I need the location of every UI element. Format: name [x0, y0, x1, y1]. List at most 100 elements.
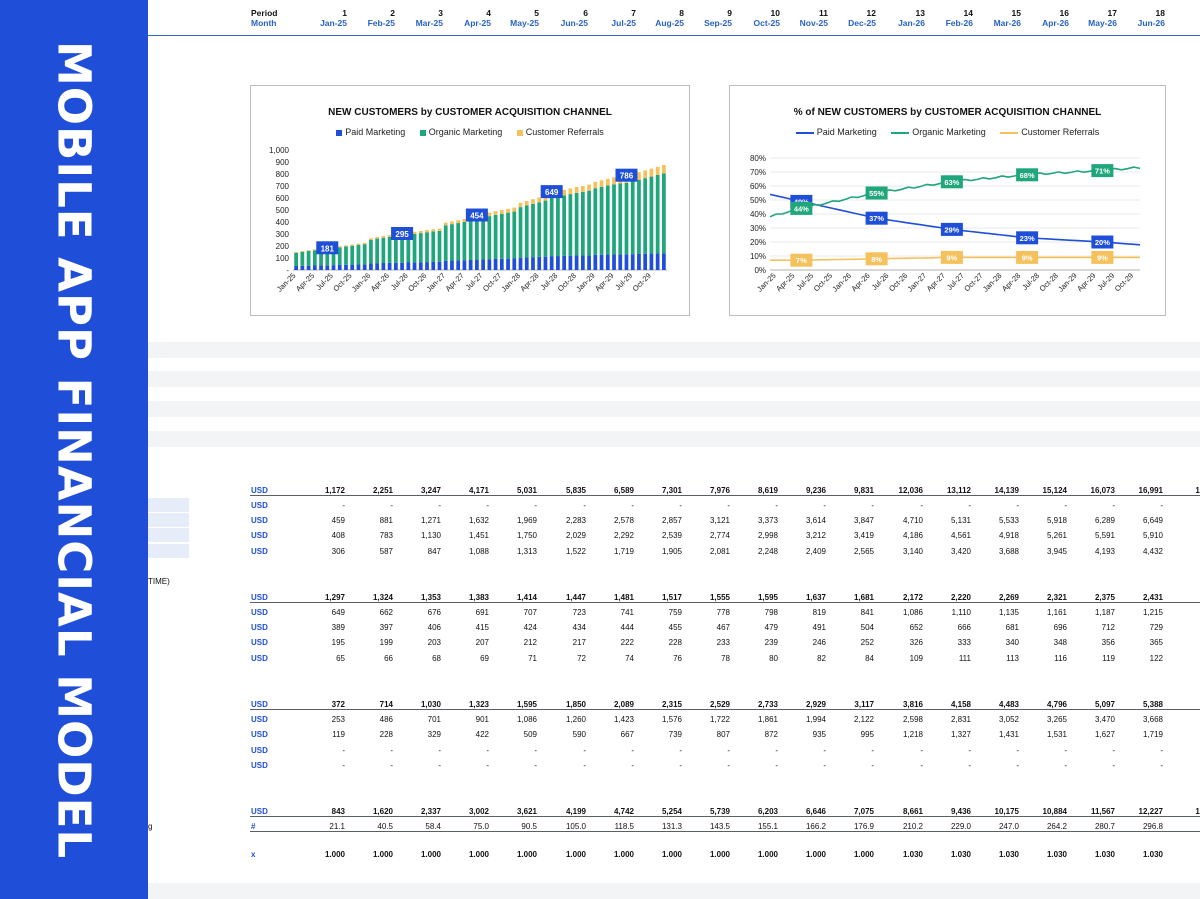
table-cell: 1.000 [372, 850, 393, 859]
row-label: TIME) [148, 577, 170, 586]
table-cell: 2,998 [757, 531, 778, 540]
y-tick-label: 40% [750, 210, 766, 219]
table-cell: - [823, 761, 826, 770]
table-cell: 11,567 [1090, 807, 1115, 816]
table-cell: 2,539 [661, 531, 682, 540]
table-cell: 444 [620, 623, 634, 632]
table-cell: 72 [577, 654, 586, 663]
table-cell: 4,186 [902, 531, 923, 540]
legend-item-referrals: Customer Referrals [1000, 127, 1099, 137]
table-cell: 3,847 [853, 516, 874, 525]
label-cell-shaded [148, 498, 189, 512]
x-tick-label: Jul-27 [945, 271, 966, 292]
table-cell: 1.000 [805, 850, 826, 859]
bar-paid [331, 265, 336, 270]
bar-organic [518, 207, 523, 258]
table-cell: 459 [331, 516, 345, 525]
table-cell: 280.7 [1094, 822, 1115, 831]
data-label: 68% [1020, 171, 1035, 180]
table-cell: 1.030 [1046, 850, 1067, 859]
table-cell: 306 [331, 547, 345, 556]
table-cell: 807 [716, 730, 730, 739]
table-cell: 1.000 [709, 850, 730, 859]
data-label-box [865, 186, 888, 200]
bar-organic [605, 185, 610, 255]
pct-new-customers-chart[interactable]: % of NEW CUSTOMERS by CUSTOMER ACQUISITI… [729, 85, 1166, 316]
table-cell: 6,289 [1094, 516, 1115, 525]
table-cell: 1.030 [902, 850, 923, 859]
table-cell: 1,750 [516, 531, 537, 540]
spreadsheet[interactable]: Period Month 1 Jan-25 2 Feb-25 3 Mar-25 4 Apr-25 5… [148, 0, 1200, 899]
bar-referrals [524, 201, 529, 206]
table-cell: 253 [331, 715, 345, 724]
bar-paid [381, 263, 386, 270]
table-cell: - [871, 761, 874, 770]
legend-label: Customer Referrals [1021, 127, 1100, 137]
table-cell: 75.0 [473, 822, 489, 831]
table-cell: 4,483 [998, 700, 1019, 709]
bar-organic [481, 217, 485, 260]
table-cell: 7 [1167, 623, 1200, 632]
data-label-box [1016, 231, 1039, 245]
table-cell: 210.2 [902, 822, 923, 831]
table-cell: - [342, 746, 345, 755]
bar-organic [475, 218, 479, 260]
bar-referrals [337, 246, 342, 248]
table-cell: 1,161 [1046, 608, 1067, 617]
new-customers-chart[interactable]: NEW CUSTOMERS by CUSTOMER ACQUISITION CH… [250, 85, 690, 316]
y-tick-label: 400 [276, 218, 290, 227]
y-tick-label: - [286, 266, 289, 275]
table-cell: 9,436 [950, 807, 971, 816]
table-cell: 3,121 [709, 516, 730, 525]
bar-organic [618, 183, 623, 255]
table-cell: 8,661 [902, 807, 923, 816]
table-cell: - [1064, 501, 1067, 510]
table-cell: 7,301 [661, 486, 682, 495]
y-tick-label: 500 [276, 206, 290, 215]
table-cell: 2,248 [757, 547, 778, 556]
row-unit: USD [251, 516, 268, 525]
bar-referrals [300, 251, 305, 252]
table-cell: 1,414 [516, 593, 537, 602]
table-cell: 714 [379, 700, 393, 709]
table-cell: 881 [379, 516, 393, 525]
bar-paid [493, 258, 498, 270]
table-cell: - [1160, 761, 1163, 770]
table-cell: - [631, 761, 634, 770]
blank-row-band [148, 401, 1200, 417]
table-cell: 105.0 [565, 822, 586, 831]
table-cell: 3,265 [1046, 715, 1067, 724]
month-header: Oct-25 [753, 18, 780, 28]
table-cell: 1,531 [1046, 730, 1067, 739]
bar-referrals [369, 238, 373, 240]
bar-organic [587, 190, 591, 256]
bar-paid [468, 260, 473, 270]
bar-referrals [431, 229, 436, 232]
data-label-box [865, 252, 888, 266]
x-tick-label: Apr-29 [1075, 271, 1097, 293]
period-number: 6 [583, 8, 588, 18]
bar-referrals [643, 170, 648, 179]
table-cell: 509 [523, 730, 537, 739]
legend-label: Customer Referrals [525, 127, 604, 137]
table-cell: - [679, 761, 682, 770]
table-cell: 2,831 [950, 715, 971, 724]
table-cell: 712 [1101, 623, 1115, 632]
bar-paid [624, 254, 629, 270]
table-cell: - [775, 746, 778, 755]
table-cell: 467 [716, 623, 730, 632]
bar-referrals [450, 221, 454, 225]
bar-referrals [574, 186, 579, 193]
chart-legend: Paid Marketing Organic Marketing Custome… [730, 127, 1165, 137]
period-number: 17 [1107, 8, 1117, 18]
bar-paid [562, 255, 567, 270]
table-cell: 1,271 [420, 516, 441, 525]
table-cell: 1,576 [661, 715, 682, 724]
bar-organic [369, 239, 373, 264]
table-cell: 1,135 [998, 608, 1019, 617]
x-tick-label: Oct-26 [406, 271, 428, 293]
bar-organic [300, 251, 305, 266]
bar-paid [356, 264, 361, 270]
period-number: 7 [631, 8, 636, 18]
table-cell: 1,030 [420, 700, 441, 709]
